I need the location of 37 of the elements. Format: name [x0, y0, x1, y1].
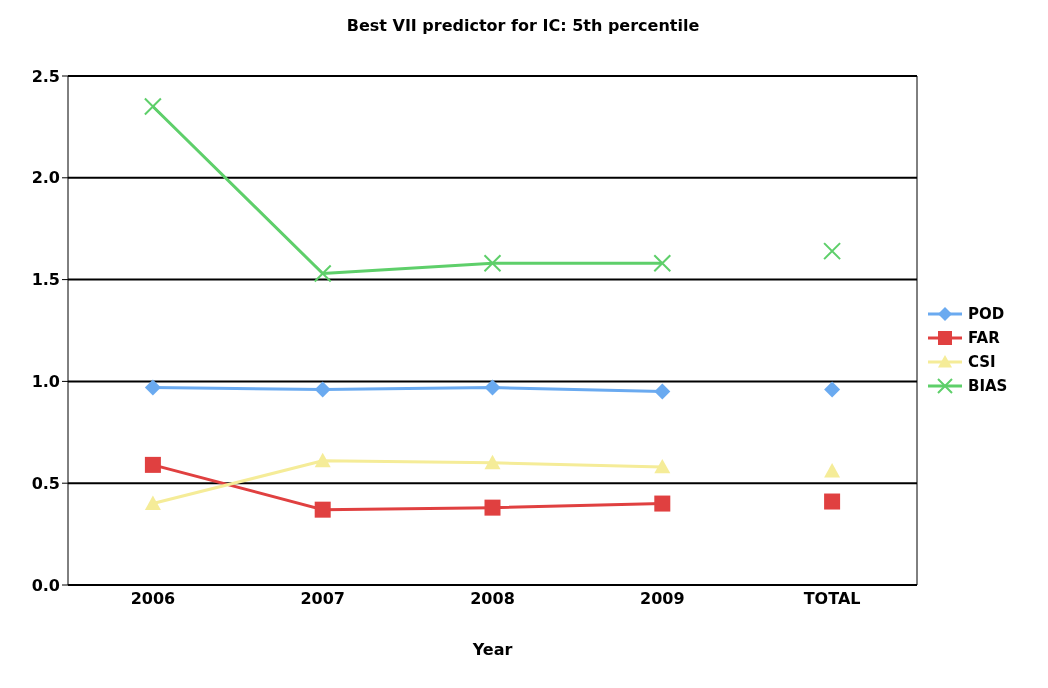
point [314, 452, 331, 468]
y-tick-label: 2.5 [31, 66, 60, 86]
point [484, 379, 501, 396]
point [484, 454, 501, 470]
legend-label: CSI [968, 353, 996, 371]
point [483, 254, 502, 273]
point [823, 242, 842, 261]
y-tick-label: 0.0 [31, 575, 60, 595]
point [144, 495, 161, 510]
legend-label: FAR [968, 329, 1000, 347]
point [314, 381, 331, 398]
point [654, 458, 671, 474]
x-tick-label: TOTAL [803, 589, 861, 609]
x-tick-label: 2009 [640, 589, 685, 609]
point [824, 493, 841, 510]
point [484, 499, 501, 516]
point [144, 379, 161, 396]
y-tick-label: 0.5 [31, 473, 60, 493]
point [824, 381, 841, 398]
x-axis-title: Year [471, 640, 513, 659]
point [314, 501, 331, 518]
point [824, 462, 841, 478]
x-tick-label: 2008 [470, 589, 515, 609]
legend-label: POD [968, 305, 1005, 323]
point [313, 264, 332, 283]
x-tick-label: 2006 [130, 589, 176, 609]
point [143, 97, 162, 116]
point [144, 456, 161, 473]
point [654, 383, 671, 400]
x-tick-label: 2007 [300, 589, 345, 609]
point [653, 254, 672, 273]
point [654, 495, 671, 512]
y-tick-label: 1.5 [31, 270, 60, 290]
chart-title: Best VII predictor for IC: 5th percentile [345, 15, 701, 35]
y-tick-label: 1.0 [31, 372, 60, 392]
y-tick-label: 2.0 [31, 168, 60, 188]
legend-label: BIAS [968, 377, 1008, 395]
